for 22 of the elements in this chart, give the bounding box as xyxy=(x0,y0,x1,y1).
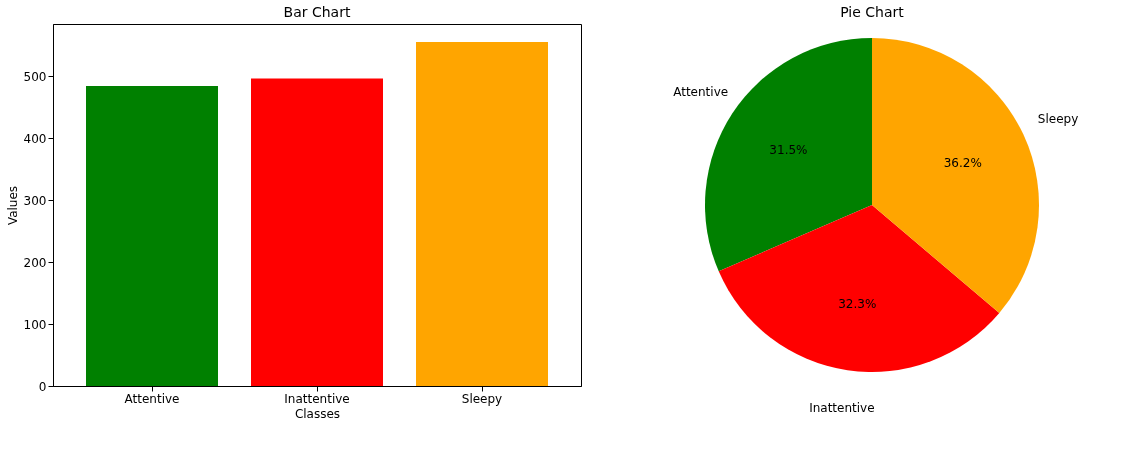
data-label: 31.5% xyxy=(769,143,808,158)
bar xyxy=(86,85,218,386)
y-tick-label: 200 xyxy=(23,255,47,270)
slice-label: Attentive xyxy=(673,85,729,100)
bar xyxy=(251,78,383,386)
y-tick-label: 100 xyxy=(23,317,47,332)
y-tick-label: 300 xyxy=(23,193,47,208)
x-axis-title: Classes xyxy=(294,406,341,421)
chart-title: Pie Chart xyxy=(840,4,905,20)
y-tick-label: 400 xyxy=(23,131,47,146)
x-tick-label: Inattentive xyxy=(284,391,350,406)
slice-label: Sleepy xyxy=(1037,111,1079,126)
y-axis-title: Values xyxy=(5,185,20,226)
data-label: 32.3% xyxy=(838,296,877,311)
x-tick-label: Sleepy xyxy=(461,391,503,406)
data-label: 36.2% xyxy=(943,155,982,170)
y-tick-label: 0 xyxy=(38,379,47,394)
x-tick-label: Attentive xyxy=(124,391,180,406)
chart-title: Bar Chart xyxy=(283,4,351,20)
bar xyxy=(416,41,548,386)
y-tick-label: 500 xyxy=(23,69,47,84)
pie-slice xyxy=(718,205,1000,372)
